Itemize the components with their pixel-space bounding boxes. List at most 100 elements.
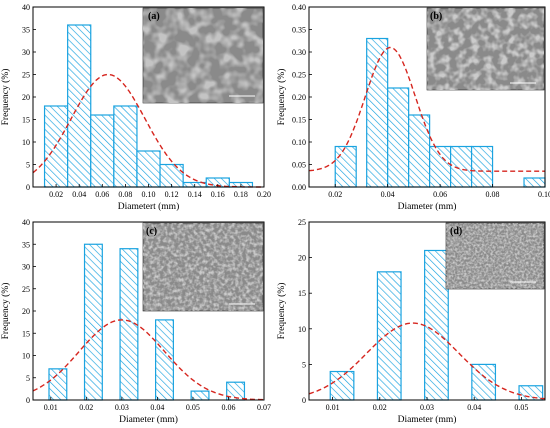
y-tick-label: 5 <box>26 374 30 383</box>
y-axis-label: Frequency (%) <box>0 69 11 126</box>
bar <box>523 177 546 188</box>
x-tick-label: 0.04 <box>467 403 481 412</box>
y-ticks: 0 5 10 15 20 25 <box>298 218 312 405</box>
y-tick-label: 25 <box>298 218 306 227</box>
y-tick-label: 0.00 <box>292 183 306 192</box>
fit-curve <box>32 73 264 188</box>
panel-label: (b) <box>430 11 442 22</box>
x-tick-label: 0.08 <box>118 190 132 199</box>
bar <box>376 271 402 401</box>
bars <box>329 249 544 401</box>
y-tick-label: 0.10 <box>292 138 306 147</box>
x-tick-label: 0.01 <box>44 403 58 412</box>
panel-label: (d) <box>450 226 462 237</box>
y-tick-label: 0 <box>26 396 30 405</box>
y-axis-label: Frequency (%) <box>276 283 287 340</box>
x-tick-label: 0.02 <box>328 190 342 199</box>
y-tick-label: 0.05 <box>292 161 306 170</box>
x-ticks: 0.02 0.04 0.06 0.08 0.10 <box>328 184 550 199</box>
sem-inset-image <box>142 222 264 312</box>
inset-texture <box>427 8 544 90</box>
bar <box>190 390 210 401</box>
y-tick-label: 40 <box>22 218 30 227</box>
x-axis-label: Diameter (mm) <box>398 414 457 425</box>
y-tick-label: 10 <box>298 325 306 334</box>
x-tick-label: 0.01 <box>326 403 340 412</box>
y-tick-label: 10 <box>22 138 30 147</box>
y-tick-label: 0.30 <box>292 48 306 57</box>
sem-inset-image <box>142 7 264 104</box>
y-tick-label: 0.25 <box>292 71 306 80</box>
x-tick-label: 0.20 <box>257 190 271 199</box>
x-tick-label: 0.05 <box>186 403 200 412</box>
panel-d: 0.01 0.02 0.03 0.04 0.05 0 5 10 15 20 25 Diameter (… <box>276 218 546 425</box>
y-axis-label: Frequency (%) <box>0 283 11 340</box>
fit-curve <box>32 319 265 401</box>
x-tick-label: 0.02 <box>373 403 387 412</box>
x-tick-label: 0.04 <box>150 403 164 412</box>
y-tick-label: 5 <box>302 360 306 369</box>
bar <box>450 145 473 188</box>
y-ticks: 0 5 10 15 20 25 30 35 40 <box>22 3 36 192</box>
x-axis-label: Diameter (mm) <box>398 201 457 212</box>
y-tick-label: 20 <box>298 254 306 263</box>
panel-a: 0.02 0.04 0.06 0.08 0.10 0.12 0.14 0.16 0.18 0.20… <box>0 3 271 212</box>
y-tick-label: 0.40 <box>292 3 306 12</box>
y-tick-label: 20 <box>22 307 30 316</box>
x-tick-label: 0.18 <box>234 190 248 199</box>
inset-texture <box>446 223 544 289</box>
x-tick-label: 0.12 <box>165 190 179 199</box>
x-tick-label: 0.03 <box>420 403 434 412</box>
sem-inset-image <box>445 222 545 290</box>
y-tick-label: 0 <box>26 183 30 192</box>
bar <box>470 145 494 188</box>
bar <box>408 114 431 188</box>
y-axis-label: Frequency (%) <box>276 69 287 126</box>
bar <box>518 385 544 401</box>
inset-texture <box>143 223 263 311</box>
fit-curve <box>308 46 545 172</box>
x-tick-label: 0.08 <box>486 190 500 199</box>
y-tick-label: 25 <box>22 285 30 294</box>
y-tick-label: 35 <box>22 240 30 249</box>
y-tick-label: 0.35 <box>292 26 306 35</box>
x-tick-label: 0.16 <box>211 190 225 199</box>
x-tick-label: 0.06 <box>433 190 447 199</box>
bar <box>83 243 103 401</box>
bar <box>155 319 174 401</box>
bar <box>387 87 410 188</box>
y-tick-label: 0 <box>302 396 306 405</box>
bar <box>159 163 184 188</box>
x-axis-label: Diameter (mm) <box>119 414 178 425</box>
panel-b: 0.02 0.04 0.06 0.08 0.10 0.00 0.05 0.10 0.15 0.20… <box>276 3 550 212</box>
y-tick-label: 5 <box>26 161 30 170</box>
x-tick-label: 0.06 <box>221 403 235 412</box>
x-tick-label: 0.04 <box>381 190 395 199</box>
bar <box>67 24 92 188</box>
bar <box>424 249 449 401</box>
bar <box>429 145 452 188</box>
x-ticks: 0.01 0.02 0.03 0.04 0.05 <box>326 397 528 412</box>
y-tick-label: 40 <box>22 3 30 12</box>
bar <box>366 37 389 188</box>
panel-label: (c) <box>146 226 157 237</box>
x-tick-label: 0.02 <box>49 190 63 199</box>
bar <box>48 368 68 401</box>
y-tick-label: 10 <box>22 352 30 361</box>
x-tick-label: 0.04 <box>72 190 86 199</box>
bar <box>113 105 138 188</box>
x-ticks: 0.01 0.02 0.03 0.04 0.05 0.06 0.07 <box>44 397 271 412</box>
sem-inset-image <box>426 7 545 91</box>
y-tick-label: 0.15 <box>292 116 306 125</box>
panel-c: 0.01 0.02 0.03 0.04 0.05 0.06 0.07 0 5 10 15 20 25 30… <box>0 218 271 425</box>
x-tick-label: 0.10 <box>538 190 550 199</box>
x-tick-label: 0.06 <box>95 190 109 199</box>
y-tick-label: 20 <box>22 93 30 102</box>
x-tick-label: 0.14 <box>188 190 202 199</box>
y-tick-label: 15 <box>22 329 30 338</box>
y-tick-label: 30 <box>22 48 30 57</box>
bars <box>48 243 246 401</box>
y-ticks: 0.00 0.05 0.10 0.15 0.20 0.25 0.30 0.35 0.40 <box>292 3 312 192</box>
panel-label: (a) <box>148 11 160 22</box>
